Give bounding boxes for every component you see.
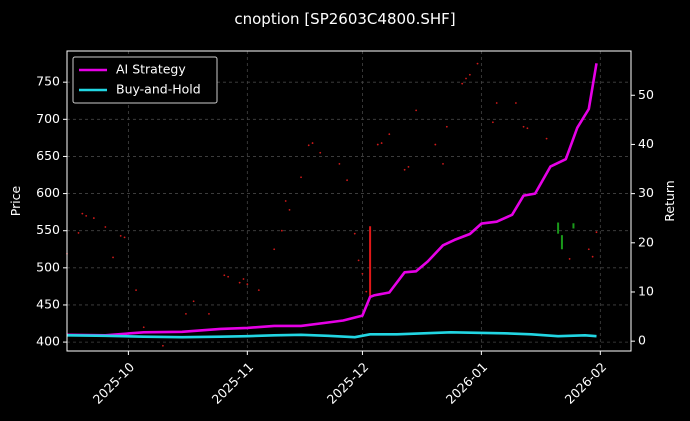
price-point xyxy=(526,127,529,130)
price-point xyxy=(522,125,525,128)
y-right-tick-label: 40 xyxy=(638,136,654,151)
price-point xyxy=(319,151,322,154)
price-point xyxy=(476,62,479,65)
grid xyxy=(67,51,631,351)
series-lines xyxy=(66,63,598,339)
price-point xyxy=(365,290,368,293)
price-point xyxy=(361,272,364,275)
y-right-tick-label: 20 xyxy=(638,234,654,249)
price-point xyxy=(162,344,164,347)
price-point xyxy=(407,165,410,168)
price-point xyxy=(380,142,383,144)
y-right-tick-label: 50 xyxy=(638,87,654,102)
candles xyxy=(369,222,575,298)
price-point xyxy=(338,162,341,165)
y-left-tick-label: 700 xyxy=(36,111,60,126)
price-point xyxy=(495,102,498,104)
price-point xyxy=(587,248,590,251)
price-point xyxy=(208,312,210,315)
price-point xyxy=(357,259,360,262)
price-point xyxy=(104,226,107,228)
y-right-tick-label: 30 xyxy=(638,185,654,200)
price-point xyxy=(545,137,548,140)
price-point xyxy=(591,255,594,258)
plot-frame xyxy=(66,50,632,352)
price-point xyxy=(81,212,84,215)
price-point xyxy=(434,143,437,146)
price-point xyxy=(468,73,471,76)
y-left-tick-label: 650 xyxy=(36,148,60,163)
price-point xyxy=(288,209,291,211)
price-point xyxy=(257,289,260,292)
y-left-tick-label: 500 xyxy=(36,259,60,274)
y-left-tick-label: 450 xyxy=(36,296,60,311)
price-point xyxy=(123,236,126,239)
price-point xyxy=(307,144,310,147)
price-point xyxy=(311,142,314,144)
y-right-tick-label: 10 xyxy=(638,283,654,298)
price-point xyxy=(273,248,276,251)
price-point xyxy=(112,256,114,259)
price-point xyxy=(442,162,444,165)
y-axis-right-title: Return xyxy=(662,180,677,221)
price-point xyxy=(119,235,122,237)
price-point xyxy=(300,176,302,179)
price-point xyxy=(142,326,145,329)
price-point xyxy=(238,281,241,284)
chart-title: cnoption [SP2603C4800.SHF] xyxy=(234,10,455,28)
price-point xyxy=(185,312,187,315)
price-point xyxy=(465,77,467,80)
price-point xyxy=(388,133,391,136)
series-line-ai-strategy xyxy=(66,63,598,337)
legend-box xyxy=(72,56,218,104)
price-point xyxy=(223,274,226,277)
price-point xyxy=(514,102,517,104)
y-left-tick-label: 400 xyxy=(36,334,60,349)
y-right-tick-label: 0 xyxy=(638,333,646,348)
price-point xyxy=(491,121,494,124)
y-left-tick-label: 750 xyxy=(36,74,60,89)
price-point xyxy=(135,289,137,292)
legend-label-ai-strategy: AI Strategy xyxy=(116,62,186,77)
price-point xyxy=(353,232,356,235)
y-left-tick-label: 550 xyxy=(36,222,60,237)
price-point xyxy=(284,200,287,202)
price-point xyxy=(461,82,464,85)
price-point xyxy=(85,214,88,217)
price-point xyxy=(77,232,80,234)
price-point xyxy=(376,143,379,146)
y-axis-left-title: Price xyxy=(8,185,23,216)
price-point xyxy=(415,109,418,112)
price-point xyxy=(280,229,283,232)
series-line-buy-and-hold xyxy=(66,331,597,339)
price-point xyxy=(246,283,249,286)
price-point xyxy=(346,179,348,182)
price-point xyxy=(227,275,230,278)
price-point xyxy=(242,278,245,280)
y-left-tick-label: 600 xyxy=(36,185,60,200)
price-point xyxy=(403,168,406,171)
legend-label-buy-and-hold: Buy-and-Hold xyxy=(116,82,201,97)
price-point xyxy=(92,217,95,219)
price-point xyxy=(568,258,571,260)
price-point xyxy=(595,231,598,234)
price-point xyxy=(192,300,195,303)
price-point xyxy=(445,125,448,128)
legend: AI Strategy Buy-and-Hold xyxy=(72,56,218,104)
